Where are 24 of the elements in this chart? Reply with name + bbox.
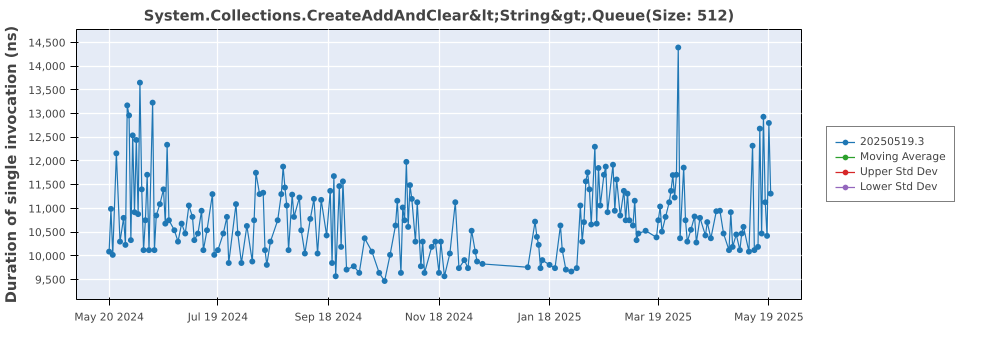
y-tick-label: 13,500 <box>28 84 66 97</box>
legend-label: Lower Std Dev <box>860 180 938 193</box>
x-tick-label: Jan 18 2025 <box>516 310 582 324</box>
x-tick-label: Jul 19 2024 <box>186 310 248 324</box>
y-tick-label: 12,000 <box>28 154 66 168</box>
legend-label: Upper Std Dev <box>860 165 938 178</box>
x-tick-label: Mar 19 2025 <box>624 310 692 324</box>
chart-title: System.Collections.CreateAddAndClear&lt;String&gt;.Queue(Size: 512) <box>144 8 734 24</box>
x-tick-label: May 19 2025 <box>734 310 804 324</box>
y-tick-label: 13,000 <box>28 107 66 120</box>
x-tick-label: Nov 18 2024 <box>404 310 474 324</box>
y-tick-label: 11,500 <box>28 178 66 192</box>
x-tick-label: Sep 18 2024 <box>294 310 362 324</box>
y-axis-title: Duration of single invocation (ns) <box>3 26 20 304</box>
x-tick-label: May 20 2024 <box>74 310 144 324</box>
y-tick-label: 14,500 <box>28 36 66 50</box>
y-tick-label: 14,000 <box>28 60 66 74</box>
y-tick-label: 11,000 <box>28 202 66 216</box>
y-tick-label: 10,000 <box>28 250 66 263</box>
legend-label: Moving Average <box>860 150 946 163</box>
y-tick-label: 9,500 <box>34 274 66 287</box>
y-tick-label: 10,500 <box>28 226 66 240</box>
legend-label: 20250519.3 <box>860 135 924 148</box>
y-tick-label: 12,500 <box>28 131 66 144</box>
